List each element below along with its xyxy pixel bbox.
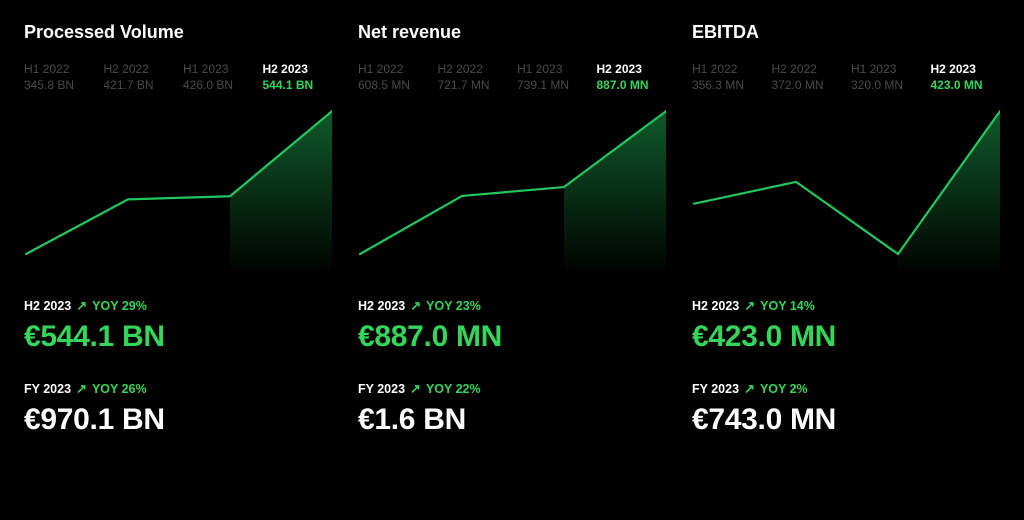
period-value: 345.8 BN — [24, 77, 94, 93]
card-title: Net revenue — [358, 22, 666, 43]
period-value: 423.0 MN — [931, 77, 1001, 93]
period-value: 426.0 BN — [183, 77, 253, 93]
metric-period: H2 2023 — [24, 299, 71, 313]
metric-period: FY 2023 — [358, 382, 405, 396]
period-name: H2 2022 — [772, 61, 842, 77]
period-label: H1 2022 608.5 MN — [358, 61, 428, 93]
period-name: H2 2022 — [438, 61, 508, 77]
metric-label-fy: FY 2023 ↗ YOY 22% — [358, 382, 666, 396]
metric-period: H2 2023 — [358, 299, 405, 313]
metric-period: FY 2023 — [692, 382, 739, 396]
period-name: H2 2023 — [597, 61, 667, 77]
period-name: H1 2022 — [692, 61, 762, 77]
chart-container — [692, 101, 1000, 271]
trend-up-icon: ↗ — [76, 299, 87, 312]
trend-up-icon: ↗ — [410, 382, 421, 395]
metric-card: EBITDA H1 2022 356.3 MN H2 2022 372.0 MN… — [692, 22, 1000, 500]
metric-yoy: YOY 26% — [92, 382, 147, 396]
metric-yoy: YOY 22% — [426, 382, 481, 396]
metric-block-fy: FY 2023 ↗ YOY 26% €970.1 BN — [24, 382, 332, 437]
metric-line-chart — [24, 101, 332, 271]
metric-block-h2: H2 2023 ↗ YOY 14% €423.0 MN — [692, 299, 1000, 354]
period-labels-row: H1 2022 356.3 MN H2 2022 372.0 MN H1 202… — [692, 61, 1000, 93]
metric-line-chart — [692, 101, 1000, 271]
period-value: 608.5 MN — [358, 77, 428, 93]
period-value: 421.7 BN — [104, 77, 174, 93]
metric-value-fy: €1.6 BN — [358, 403, 666, 437]
metric-period: FY 2023 — [24, 382, 71, 396]
metric-yoy: YOY 29% — [92, 299, 147, 313]
period-value: 721.7 MN — [438, 77, 508, 93]
period-name: H1 2023 — [851, 61, 921, 77]
trend-up-icon: ↗ — [76, 382, 87, 395]
period-label: H1 2022 356.3 MN — [692, 61, 762, 93]
period-name: H1 2022 — [358, 61, 428, 77]
metric-block-h2: H2 2023 ↗ YOY 29% €544.1 BN — [24, 299, 332, 354]
card-title: Processed Volume — [24, 22, 332, 43]
period-labels-row: H1 2022 345.8 BN H2 2022 421.7 BN H1 202… — [24, 61, 332, 93]
metric-block-fy: FY 2023 ↗ YOY 22% €1.6 BN — [358, 382, 666, 437]
period-label: H2 2022 721.7 MN — [438, 61, 508, 93]
period-value: 739.1 MN — [517, 77, 587, 93]
period-value: 356.3 MN — [692, 77, 762, 93]
period-label: H1 2022 345.8 BN — [24, 61, 94, 93]
trend-up-icon: ↗ — [410, 299, 421, 312]
trend-up-icon: ↗ — [744, 299, 755, 312]
metric-yoy: YOY 23% — [426, 299, 481, 313]
metric-label-h2: H2 2023 ↗ YOY 14% — [692, 299, 1000, 313]
period-label: H2 2023 423.0 MN — [931, 61, 1001, 93]
period-name: H1 2022 — [24, 61, 94, 77]
period-name: H1 2023 — [517, 61, 587, 77]
metric-label-h2: H2 2023 ↗ YOY 29% — [24, 299, 332, 313]
period-name: H1 2023 — [183, 61, 253, 77]
period-label: H1 2023 320.0 MN — [851, 61, 921, 93]
metric-value-fy: €970.1 BN — [24, 403, 332, 437]
metric-block-h2: H2 2023 ↗ YOY 23% €887.0 MN — [358, 299, 666, 354]
period-value: 887.0 MN — [597, 77, 667, 93]
metric-card: Processed Volume H1 2022 345.8 BN H2 202… — [24, 22, 332, 500]
period-label: H1 2023 426.0 BN — [183, 61, 253, 93]
period-label: H2 2023 887.0 MN — [597, 61, 667, 93]
metric-value-h2: €423.0 MN — [692, 320, 1000, 354]
period-value: 320.0 MN — [851, 77, 921, 93]
metric-label-h2: H2 2023 ↗ YOY 23% — [358, 299, 666, 313]
metric-block-fy: FY 2023 ↗ YOY 2% €743.0 MN — [692, 382, 1000, 437]
period-labels-row: H1 2022 608.5 MN H2 2022 721.7 MN H1 202… — [358, 61, 666, 93]
period-label: H2 2022 372.0 MN — [772, 61, 842, 93]
period-name: H2 2023 — [263, 61, 333, 77]
period-name: H2 2023 — [931, 61, 1001, 77]
metric-value-h2: €887.0 MN — [358, 320, 666, 354]
chart-container — [358, 101, 666, 271]
metric-yoy: YOY 2% — [760, 382, 808, 396]
metric-value-fy: €743.0 MN — [692, 403, 1000, 437]
period-label: H2 2022 421.7 BN — [104, 61, 174, 93]
period-label: H1 2023 739.1 MN — [517, 61, 587, 93]
metric-period: H2 2023 — [692, 299, 739, 313]
card-title: EBITDA — [692, 22, 1000, 43]
period-value: 544.1 BN — [263, 77, 333, 93]
period-name: H2 2022 — [104, 61, 174, 77]
metric-line-chart — [358, 101, 666, 271]
chart-container — [24, 101, 332, 271]
metric-label-fy: FY 2023 ↗ YOY 26% — [24, 382, 332, 396]
trend-up-icon: ↗ — [744, 382, 755, 395]
metric-label-fy: FY 2023 ↗ YOY 2% — [692, 382, 1000, 396]
period-value: 372.0 MN — [772, 77, 842, 93]
metric-card: Net revenue H1 2022 608.5 MN H2 2022 721… — [358, 22, 666, 500]
metric-value-h2: €544.1 BN — [24, 320, 332, 354]
period-label: H2 2023 544.1 BN — [263, 61, 333, 93]
metric-yoy: YOY 14% — [760, 299, 815, 313]
